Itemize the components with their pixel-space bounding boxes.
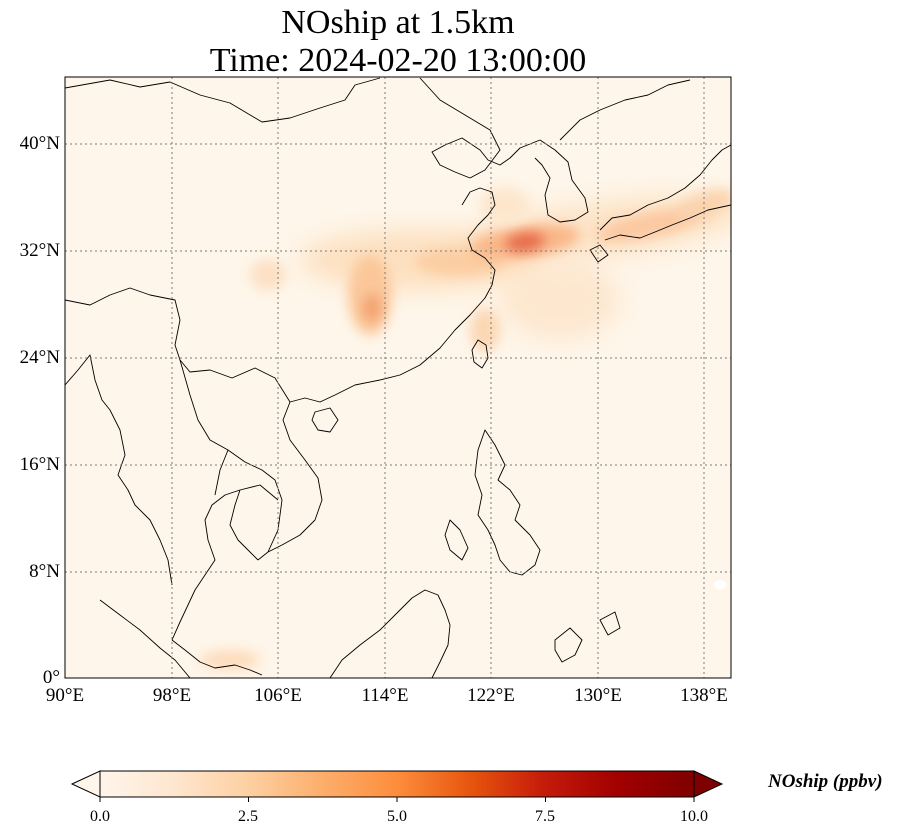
map-title-line2: Time: 2024-02-20 13:00:00 bbox=[209, 42, 587, 79]
lat-tick-label: 32°N bbox=[19, 240, 60, 261]
lat-tick-label: 0° bbox=[42, 667, 60, 688]
colorbar-tick-label: 0.0 bbox=[90, 808, 110, 825]
colorbar-tick-label: 2.5 bbox=[238, 808, 258, 825]
lat-tick-label: 40°N bbox=[19, 133, 60, 154]
map-title-line1: NOship at 1.5km bbox=[281, 4, 515, 41]
lat-tick-label: 24°N bbox=[19, 347, 60, 368]
lon-tick-label: 106°E bbox=[254, 685, 302, 706]
colorbar-tick-label: 10.0 bbox=[680, 808, 708, 825]
lon-tick-label: 90°E bbox=[45, 685, 85, 706]
colorbar-over-arrow bbox=[693, 770, 724, 798]
map-frame bbox=[64, 76, 732, 679]
lon-tick-label: 138°E bbox=[680, 685, 728, 706]
map-background bbox=[65, 77, 731, 678]
gridlines bbox=[65, 77, 731, 678]
lon-tick-label: 130°E bbox=[574, 685, 622, 706]
coastlines bbox=[65, 77, 731, 678]
colorbar-tick-label: 5.0 bbox=[387, 808, 407, 825]
lon-tick-label: 98°E bbox=[152, 685, 192, 706]
colorbar-label: NOship (ppbv) bbox=[768, 771, 883, 792]
lat-tick-label: 8°N bbox=[29, 561, 60, 582]
colorbar-under-arrow bbox=[70, 770, 101, 798]
lon-tick-label: 122°E bbox=[467, 685, 515, 706]
lon-tick-label: 114°E bbox=[361, 685, 409, 706]
colorbar bbox=[70, 770, 724, 802]
colorbar-tick-label: 7.5 bbox=[535, 808, 555, 825]
colorbar-ramp bbox=[100, 771, 694, 797]
lat-tick-label: 16°N bbox=[19, 454, 60, 475]
